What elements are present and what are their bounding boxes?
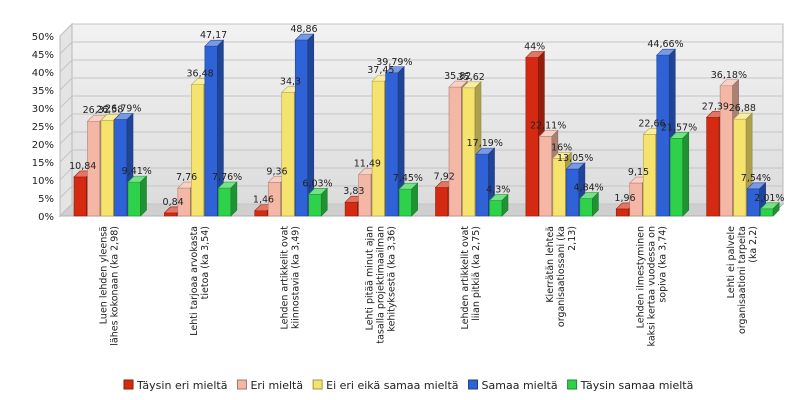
data-label: 7,76 xyxy=(176,172,197,183)
data-label: 0,84 xyxy=(163,197,184,208)
data-label: 9,41% xyxy=(122,166,152,177)
data-label: 27,39 xyxy=(702,101,729,112)
data-label: 4,84% xyxy=(574,183,604,194)
category-label: Lehden ilmestyminenkaksi kertaa vuodessa… xyxy=(635,226,668,346)
y-tick-label: 35% xyxy=(32,86,54,97)
y-tick-label: 30% xyxy=(32,104,54,115)
category-label: Luen lehden yleensälähes kokonaan (ka 2,… xyxy=(99,226,121,346)
legend-item: Täysin samaa mieltä xyxy=(567,379,694,392)
data-label: 1,96 xyxy=(614,193,635,204)
gridline xyxy=(59,95,783,109)
bar xyxy=(746,182,767,217)
y-tick-label: 50% xyxy=(32,32,54,43)
category-label: Lehden artikkelit ovatliian pitkiä (ka 2… xyxy=(460,226,482,330)
data-label: 7,92 xyxy=(434,171,455,182)
y-tick-label: 25% xyxy=(32,122,54,133)
data-label: 48,86 xyxy=(290,24,317,35)
data-label: 26,79% xyxy=(105,104,141,115)
data-label: 35,82 xyxy=(444,71,471,82)
bar xyxy=(294,33,315,217)
legend-swatch xyxy=(567,379,578,390)
bar xyxy=(204,39,225,217)
legend-label: Eri mieltä xyxy=(250,379,303,392)
legend-label: Täysin eri mieltä xyxy=(136,379,227,392)
legend-item: Eri mieltä xyxy=(236,379,303,392)
y-tick-label: 45% xyxy=(32,50,54,61)
y-tick-label: 20% xyxy=(32,140,54,151)
gridline xyxy=(59,59,783,73)
data-label: 21,57% xyxy=(661,122,697,133)
legend-label: Samaa mieltä xyxy=(482,379,558,392)
data-label: 26,88 xyxy=(729,103,756,114)
bar xyxy=(579,191,600,217)
data-label: 36,18% xyxy=(711,70,747,81)
bar xyxy=(398,182,419,217)
bar xyxy=(759,202,780,217)
category-label: Lehti pitää minut ajantasalla projektima… xyxy=(364,226,397,344)
legend-swatch xyxy=(312,379,323,390)
y-tick-label: 5% xyxy=(38,194,54,205)
gridline xyxy=(59,41,783,55)
legend-item: Täysin eri mieltä xyxy=(123,379,227,392)
category-label: Kierrätän lehteäorganisaatiossani (ka2,1… xyxy=(545,226,578,327)
data-label: 26,58 xyxy=(96,104,123,115)
legend-item: Samaa mieltä xyxy=(468,379,558,392)
data-label: 44% xyxy=(524,42,545,53)
data-label: 34,3 xyxy=(280,77,301,88)
data-label: 47,17 xyxy=(200,30,227,41)
y-tick-label: 40% xyxy=(32,68,54,79)
y-tick-label: 10% xyxy=(32,176,54,187)
legend-label: Ei eri eikä samaa mieltä xyxy=(326,379,458,392)
data-label: 36,48 xyxy=(187,69,214,80)
data-label: 6,03% xyxy=(302,178,332,189)
data-label: 16% xyxy=(551,142,572,153)
bar xyxy=(113,112,134,217)
legend-swatch xyxy=(468,379,479,390)
data-label: 22,66 xyxy=(638,118,665,129)
bar xyxy=(127,175,148,217)
category-label: Lehden artikkelit ovatkiinnostavia (ka 3… xyxy=(279,226,301,330)
data-label: 26,32 xyxy=(83,105,110,116)
y-tick-label: 15% xyxy=(32,158,54,169)
data-label: 4,3% xyxy=(486,185,510,196)
legend: Täysin eri mieltä Eri mieltä Ei eri eikä s… xyxy=(123,379,694,392)
y-tick-label: 0% xyxy=(38,212,54,223)
y-axis-ticks: 0% 5% 10% 15% 20% 25% 30% 35% 40% 45% 50% xyxy=(32,32,54,223)
data-label: 11,49 xyxy=(354,159,381,170)
legend-swatch xyxy=(123,379,134,390)
data-label: 10,84 xyxy=(69,161,96,172)
data-label: 1,46 xyxy=(253,195,274,206)
category-labels: Luen lehden yleensälähes kokonaan (ka 2,… xyxy=(99,226,759,347)
data-label: 37,45 xyxy=(367,65,394,76)
legend-label: Täysin samaa mieltä xyxy=(580,379,694,392)
bar xyxy=(308,187,328,217)
category-label: Lehti ei palveleorganisaationi tarpeita(… xyxy=(726,226,759,334)
data-label: 17,19% xyxy=(467,138,503,149)
legend-swatch xyxy=(236,379,247,390)
data-label: 39,79% xyxy=(376,57,412,68)
gridline xyxy=(59,113,783,127)
data-label: 7,54% xyxy=(741,173,771,184)
gridline xyxy=(59,77,783,91)
bars xyxy=(73,33,780,217)
legend-item: Ei eri eikä samaa mieltä xyxy=(312,379,459,392)
bar xyxy=(384,66,405,217)
gridline xyxy=(59,23,783,37)
data-label: 2,01% xyxy=(754,193,784,204)
data-label: 7,76% xyxy=(212,172,242,183)
data-label: 13,05% xyxy=(557,153,593,164)
bar xyxy=(217,181,238,217)
data-label: 3,83 xyxy=(343,186,364,197)
data-label: 22,11% xyxy=(530,120,566,131)
data-label: 9,15 xyxy=(628,167,649,178)
data-label: 44,66% xyxy=(647,39,683,50)
bar xyxy=(488,193,509,217)
bar xyxy=(669,131,690,217)
data-label: 9,36 xyxy=(266,166,287,177)
category-label: Lehti tarjoaa arvokastatietoa (ka 3,54) xyxy=(189,226,211,336)
data-label: 7,45% xyxy=(393,173,423,184)
data-label: 35,62 xyxy=(458,72,485,83)
